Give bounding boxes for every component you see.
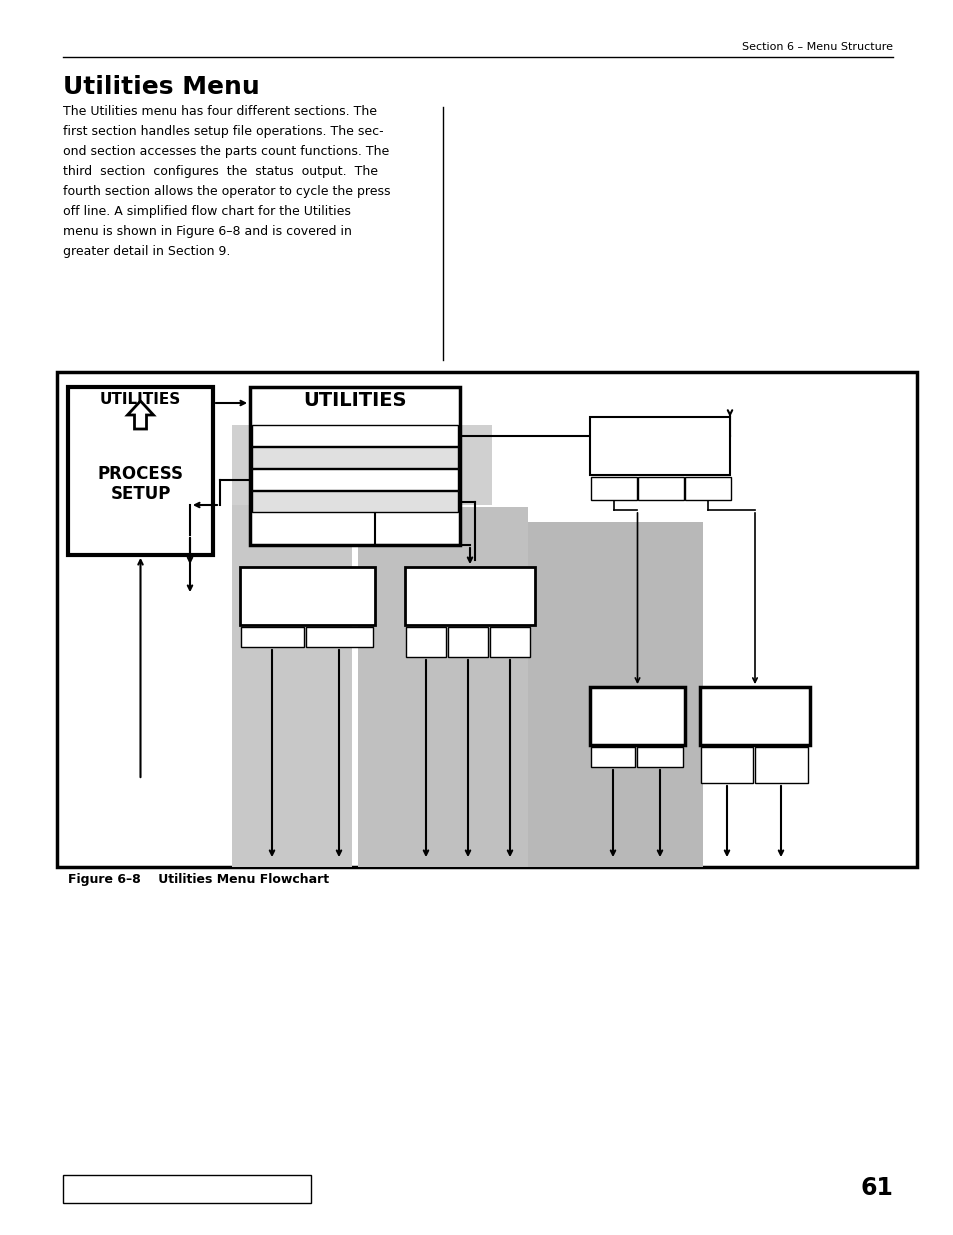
Text: greater detail in Section 9.: greater detail in Section 9. <box>63 245 230 258</box>
Text: PULSED: PULSED <box>322 632 355 641</box>
Text: SETUP: SETUP <box>111 485 171 503</box>
Text: SELECT
SETUP: SELECT SETUP <box>598 479 629 498</box>
Bar <box>590 747 635 767</box>
Text: MAINTAINED: MAINTAINED <box>244 632 299 641</box>
Text: OUTPUTS: OUTPUTS <box>274 597 340 610</box>
Bar <box>590 477 637 500</box>
Bar <box>252 425 457 446</box>
Text: COUNT
BAD
PARTS: COUNT BAD PARTS <box>454 632 481 652</box>
Text: SETUPS: SETUPS <box>727 716 781 730</box>
Text: off line. A simplified flow chart for the Utilities: off line. A simplified flow chart for th… <box>63 205 351 219</box>
Text: LOCAL: LOCAL <box>598 752 626 762</box>
Text: CYCLE PRESS OFF LINE: CYCLE PRESS OFF LINE <box>288 496 421 506</box>
Bar <box>252 469 457 490</box>
Text: Figure 6–8    Utilities Menu Flowchart: Figure 6–8 Utilities Menu Flowchart <box>68 873 329 885</box>
Text: third  section  configures  the  status  output.  The: third section configures the status outp… <box>63 165 377 178</box>
Text: Utilities Menu: Utilities Menu <box>63 75 259 99</box>
Bar <box>637 747 682 767</box>
Text: TYPE: TYPE <box>619 716 655 730</box>
Bar <box>700 687 809 745</box>
Bar <box>68 387 213 555</box>
Bar <box>405 567 535 625</box>
Text: REMOTE: REMOTE <box>641 752 678 762</box>
Text: SETUP UTILITIES: SETUP UTILITIES <box>306 430 403 440</box>
Text: UTILITIES: UTILITIES <box>100 391 181 408</box>
Text: PART: PART <box>452 583 487 595</box>
Bar <box>240 567 375 625</box>
Text: PART COUNT: PART COUNT <box>317 452 392 462</box>
Text: first section handles setup file operations. The sec-: first section handles setup file operati… <box>63 125 383 138</box>
Bar <box>527 522 702 867</box>
Bar <box>63 1174 311 1203</box>
Bar <box>406 627 446 657</box>
Bar <box>490 627 530 657</box>
Bar <box>357 508 527 867</box>
Text: 61: 61 <box>860 1176 892 1200</box>
Text: menu is shown in Figure 6–8 and is covered in: menu is shown in Figure 6–8 and is cover… <box>63 225 352 238</box>
Bar <box>232 487 352 867</box>
Bar <box>306 627 373 647</box>
Bar <box>589 417 729 475</box>
Text: ERASE
SETUPS: ERASE SETUPS <box>691 479 724 498</box>
Bar <box>448 627 488 657</box>
Text: Section 6 – Menu Structure: Section 6 – Menu Structure <box>741 42 892 52</box>
Text: The Utilities menu has four different sections. The: The Utilities menu has four different se… <box>63 105 376 119</box>
Bar <box>241 627 304 647</box>
Text: STATUS: STATUS <box>281 583 334 595</box>
Bar <box>684 477 730 500</box>
Bar <box>754 747 807 783</box>
Text: UTILITIES: UTILITIES <box>303 391 406 410</box>
Text: COPY
SETUP: COPY SETUP <box>646 479 675 498</box>
Polygon shape <box>128 401 153 429</box>
Text: ERASE: ERASE <box>732 703 777 715</box>
Text: RESET
PART
COUNT: RESET PART COUNT <box>412 632 439 652</box>
Text: SETUP: SETUP <box>615 703 659 715</box>
Bar <box>700 747 752 783</box>
Text: UTILITIES: UTILITIES <box>626 447 693 461</box>
Text: Dukane Manual Part No. 403–566–01: Dukane Manual Part No. 403–566–01 <box>70 1182 287 1194</box>
Text: STATUS OUTPUTS: STATUS OUTPUTS <box>303 474 406 484</box>
Bar <box>252 447 457 468</box>
Text: COUNT: COUNT <box>445 597 494 610</box>
Bar <box>252 492 457 513</box>
Bar <box>57 372 916 867</box>
Text: SETUP: SETUP <box>637 433 682 447</box>
Text: PROCESS: PROCESS <box>97 466 183 483</box>
Bar <box>589 687 684 745</box>
Text: ond section accesses the parts count functions. The: ond section accesses the parts count fun… <box>63 144 389 158</box>
Text: PRESET
PART
COUNT: PRESET PART COUNT <box>494 632 525 652</box>
Text: ERASE
ALL
SETUPS: ERASE ALL SETUPS <box>764 755 796 776</box>
Bar <box>638 477 683 500</box>
Text: ERASE
CURRENT
SETUP: ERASE CURRENT SETUP <box>707 755 745 776</box>
Bar <box>232 425 492 505</box>
Bar <box>250 387 459 545</box>
Text: fourth section allows the operator to cycle the press: fourth section allows the operator to cy… <box>63 185 390 198</box>
